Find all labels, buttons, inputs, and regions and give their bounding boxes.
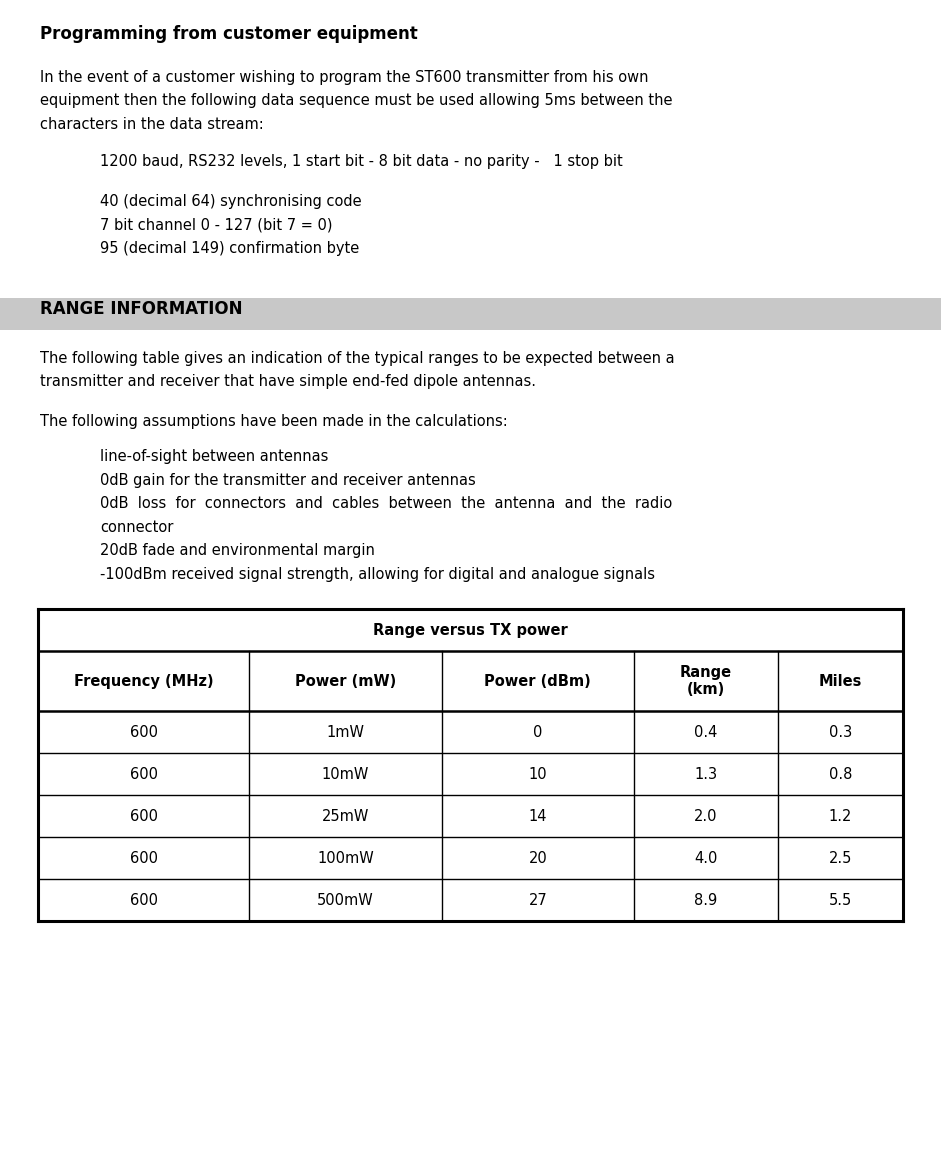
Text: 7 bit channel 0 - 127 (bit 7 = 0): 7 bit channel 0 - 127 (bit 7 = 0) bbox=[100, 218, 332, 233]
Text: Frequency (MHz): Frequency (MHz) bbox=[74, 673, 214, 688]
Text: Range versus TX power: Range versus TX power bbox=[374, 622, 567, 638]
Text: 2.5: 2.5 bbox=[829, 850, 853, 865]
Text: The following assumptions have been made in the calculations:: The following assumptions have been made… bbox=[40, 414, 508, 429]
Text: 600: 600 bbox=[130, 850, 158, 865]
Text: 600: 600 bbox=[130, 767, 158, 782]
Text: 27: 27 bbox=[529, 893, 547, 908]
Text: Power (dBm): Power (dBm) bbox=[485, 673, 591, 688]
Text: 0.8: 0.8 bbox=[829, 767, 853, 782]
Text: 5.5: 5.5 bbox=[829, 893, 853, 908]
Text: 2.0: 2.0 bbox=[694, 809, 718, 824]
Text: 100mW: 100mW bbox=[317, 850, 374, 865]
Text: 20: 20 bbox=[529, 850, 547, 865]
Text: 10: 10 bbox=[529, 767, 547, 782]
Text: 1200 baud, RS232 levels, 1 start bit - 8 bit data - no parity -   1 stop bit: 1200 baud, RS232 levels, 1 start bit - 8… bbox=[100, 154, 623, 169]
Text: 25mW: 25mW bbox=[322, 809, 369, 824]
Text: 20dB fade and environmental margin: 20dB fade and environmental margin bbox=[100, 544, 375, 559]
Text: 0.3: 0.3 bbox=[829, 724, 853, 739]
Text: -100dBm received signal strength, allowing for digital and analogue signals: -100dBm received signal strength, allowi… bbox=[100, 567, 655, 582]
Text: line-of-sight between antennas: line-of-sight between antennas bbox=[100, 449, 328, 464]
Text: In the event of a customer wishing to program the ST600 transmitter from his own: In the event of a customer wishing to pr… bbox=[40, 69, 648, 84]
Text: 600: 600 bbox=[130, 893, 158, 908]
Text: transmitter and receiver that have simple end-fed dipole antennas.: transmitter and receiver that have simpl… bbox=[40, 374, 536, 389]
Text: Programming from customer equipment: Programming from customer equipment bbox=[40, 25, 418, 43]
Text: 4.0: 4.0 bbox=[694, 850, 718, 865]
Text: 10mW: 10mW bbox=[322, 767, 369, 782]
Text: characters in the data stream:: characters in the data stream: bbox=[40, 117, 263, 132]
Text: connector: connector bbox=[100, 519, 173, 535]
Text: 1.3: 1.3 bbox=[694, 767, 718, 782]
Text: equipment then the following data sequence must be used allowing 5ms between the: equipment then the following data sequen… bbox=[40, 94, 673, 108]
Text: Miles: Miles bbox=[819, 673, 862, 688]
Text: 0.4: 0.4 bbox=[694, 724, 718, 739]
Text: 600: 600 bbox=[130, 809, 158, 824]
Text: RANGE INFORMATION: RANGE INFORMATION bbox=[40, 300, 243, 318]
Text: 0dB gain for the transmitter and receiver antennas: 0dB gain for the transmitter and receive… bbox=[100, 473, 476, 488]
Text: 95 (decimal 149) confirmation byte: 95 (decimal 149) confirmation byte bbox=[100, 241, 359, 256]
Text: 40 (decimal 64) synchronising code: 40 (decimal 64) synchronising code bbox=[100, 194, 361, 209]
Text: The following table gives an indication of the typical ranges to be expected bet: The following table gives an indication … bbox=[40, 351, 675, 366]
Text: 600: 600 bbox=[130, 724, 158, 739]
Bar bbox=[0, 299, 941, 330]
Text: Power (mW): Power (mW) bbox=[295, 673, 396, 688]
Text: 0dB  loss  for  connectors  and  cables  between  the  antenna  and  the  radio: 0dB loss for connectors and cables betwe… bbox=[100, 496, 672, 511]
Text: Range
(km): Range (km) bbox=[680, 665, 732, 698]
Text: 8.9: 8.9 bbox=[694, 893, 718, 908]
Text: 1mW: 1mW bbox=[327, 724, 364, 739]
Text: 500mW: 500mW bbox=[317, 893, 374, 908]
Text: 0: 0 bbox=[534, 724, 542, 739]
Text: 14: 14 bbox=[529, 809, 547, 824]
Text: 1.2: 1.2 bbox=[829, 809, 853, 824]
